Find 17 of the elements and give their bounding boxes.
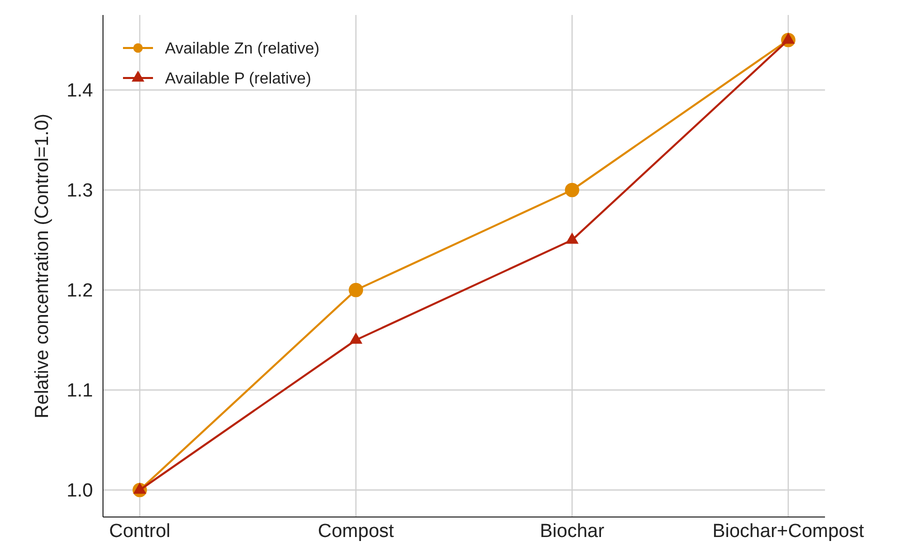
- y-tick-label: 1.2: [66, 280, 93, 302]
- y-tick-label: 1.0: [66, 480, 93, 502]
- y-tick-label: 1.3: [66, 180, 93, 202]
- point: [350, 332, 362, 344]
- x-tick-label: Biochar: [540, 521, 605, 542]
- point: [564, 182, 580, 198]
- point: [566, 232, 578, 244]
- legend-label: Available P (relative): [165, 70, 312, 88]
- point: [348, 282, 364, 298]
- x-tick-label: Control: [109, 521, 170, 542]
- x-tick-label: Biochar+Compost: [712, 521, 865, 542]
- point: [134, 482, 146, 494]
- y-tick-label: 1.4: [66, 80, 94, 102]
- legend-label: Available Zn (relative): [165, 40, 320, 58]
- y-axis-title: Relative concentration (Control=1.0): [32, 114, 53, 418]
- x-tick-label: Compost: [318, 521, 395, 542]
- y-tick-label: 1.1: [66, 380, 93, 402]
